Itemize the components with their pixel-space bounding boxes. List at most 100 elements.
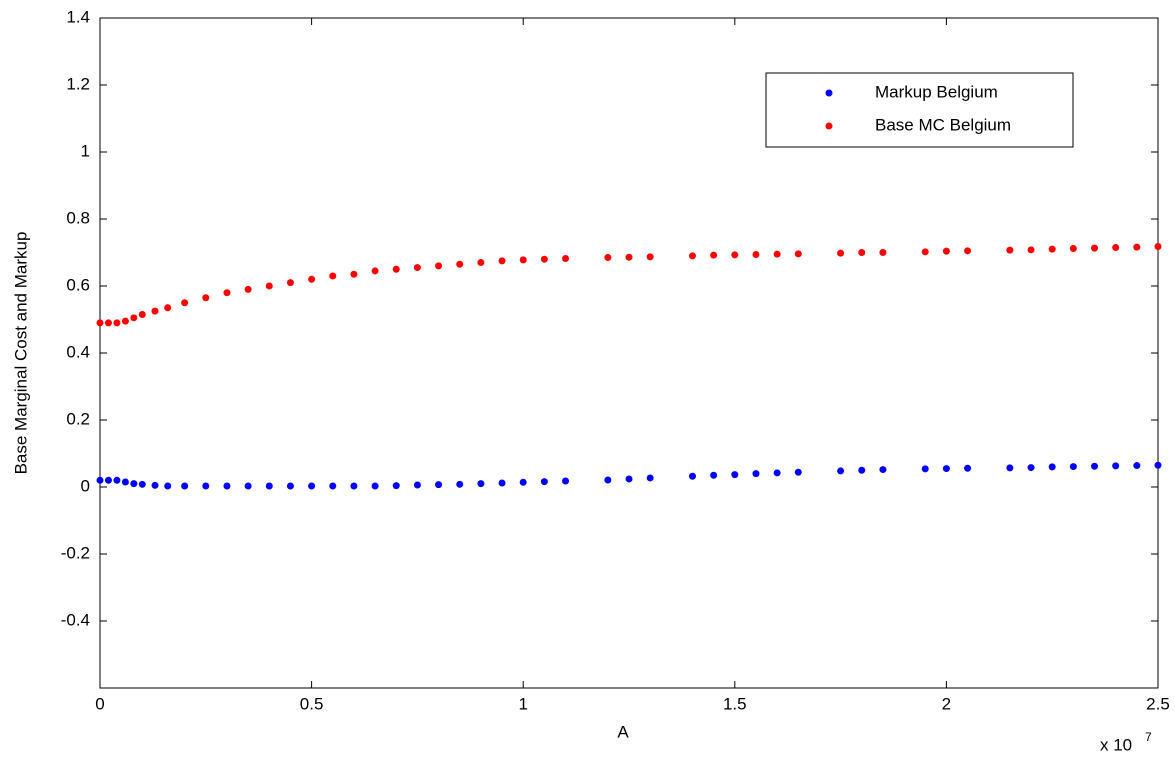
point xyxy=(837,249,845,257)
point xyxy=(794,468,802,476)
point xyxy=(104,476,112,484)
point xyxy=(456,260,464,268)
point xyxy=(477,480,485,488)
point xyxy=(646,253,654,261)
y-tick-label: 1.4 xyxy=(66,7,90,26)
x-tick-label: 1.5 xyxy=(723,694,747,713)
point xyxy=(435,262,443,270)
point xyxy=(688,472,696,480)
point xyxy=(752,251,760,259)
y-tick-label: 1.2 xyxy=(66,74,90,93)
point xyxy=(879,249,887,256)
y-tick-label: 0.8 xyxy=(66,208,90,227)
point xyxy=(646,474,654,482)
point xyxy=(1069,244,1077,252)
x-scale-label: x 10 xyxy=(1100,735,1132,754)
point xyxy=(286,279,294,287)
point xyxy=(1133,243,1141,251)
point xyxy=(794,250,802,258)
point xyxy=(181,299,189,307)
point xyxy=(498,479,506,487)
x-tick-label: 0 xyxy=(95,694,104,713)
y-tick-label: 0.2 xyxy=(66,409,90,428)
point xyxy=(130,314,138,322)
x-tick-label: 0.5 xyxy=(300,694,324,713)
point xyxy=(773,250,781,258)
point xyxy=(308,275,316,283)
x-tick-label: 1 xyxy=(518,694,527,713)
point xyxy=(837,467,845,475)
point xyxy=(113,319,121,327)
x-tick-label: 2.5 xyxy=(1146,694,1170,713)
point xyxy=(562,255,570,263)
y-tick-label: -0.4 xyxy=(61,610,90,629)
point xyxy=(130,480,138,488)
point xyxy=(1112,243,1120,251)
point xyxy=(202,294,210,302)
point xyxy=(540,255,548,263)
point xyxy=(1154,242,1162,250)
point xyxy=(562,477,570,485)
point xyxy=(964,464,972,472)
point xyxy=(942,465,950,473)
point xyxy=(244,482,252,490)
point xyxy=(96,319,104,327)
point xyxy=(942,247,950,255)
point xyxy=(413,481,421,489)
point xyxy=(1112,462,1120,470)
point xyxy=(477,259,485,267)
point xyxy=(329,482,337,490)
y-tick-label: 0.6 xyxy=(66,275,90,294)
x-axis-label: A xyxy=(617,722,629,741)
point xyxy=(604,254,612,262)
point xyxy=(879,466,887,474)
legend-box xyxy=(765,72,1074,148)
point xyxy=(223,482,231,490)
point xyxy=(350,270,358,278)
x-scale-exponent: 7 xyxy=(1145,730,1152,744)
point xyxy=(1154,461,1162,469)
y-tick-label: 0 xyxy=(81,476,90,495)
point xyxy=(1027,464,1035,472)
point xyxy=(1006,246,1014,254)
point xyxy=(710,471,718,479)
point xyxy=(121,478,129,486)
point xyxy=(625,253,633,261)
point xyxy=(151,307,159,315)
point xyxy=(604,476,612,484)
legend-marker xyxy=(825,122,833,130)
point xyxy=(519,256,527,264)
point xyxy=(1027,246,1035,254)
point xyxy=(121,317,129,325)
point xyxy=(202,482,210,490)
point xyxy=(519,478,527,486)
y-tick-label: 0.4 xyxy=(66,342,90,361)
point xyxy=(329,272,337,280)
point xyxy=(1048,245,1056,253)
y-tick-label: -0.2 xyxy=(61,543,90,562)
point xyxy=(858,466,866,474)
point xyxy=(752,470,760,478)
point xyxy=(308,482,316,490)
point xyxy=(1133,462,1141,470)
y-axis-label: Base Marginal Cost and Markup xyxy=(11,232,30,475)
point xyxy=(104,319,112,327)
point xyxy=(498,257,506,265)
point xyxy=(921,465,929,473)
point xyxy=(138,310,146,318)
point xyxy=(181,482,189,490)
point xyxy=(164,304,172,312)
point xyxy=(731,471,739,479)
point xyxy=(413,264,421,272)
point xyxy=(1006,464,1014,472)
point xyxy=(392,482,400,490)
point xyxy=(151,481,159,489)
y-tick-label: 1 xyxy=(81,141,90,160)
point xyxy=(1069,463,1077,471)
point xyxy=(392,265,400,273)
point xyxy=(1048,463,1056,471)
point xyxy=(540,478,548,486)
x-tick-label: 2 xyxy=(942,694,951,713)
legend-label: Markup Belgium xyxy=(875,82,998,101)
